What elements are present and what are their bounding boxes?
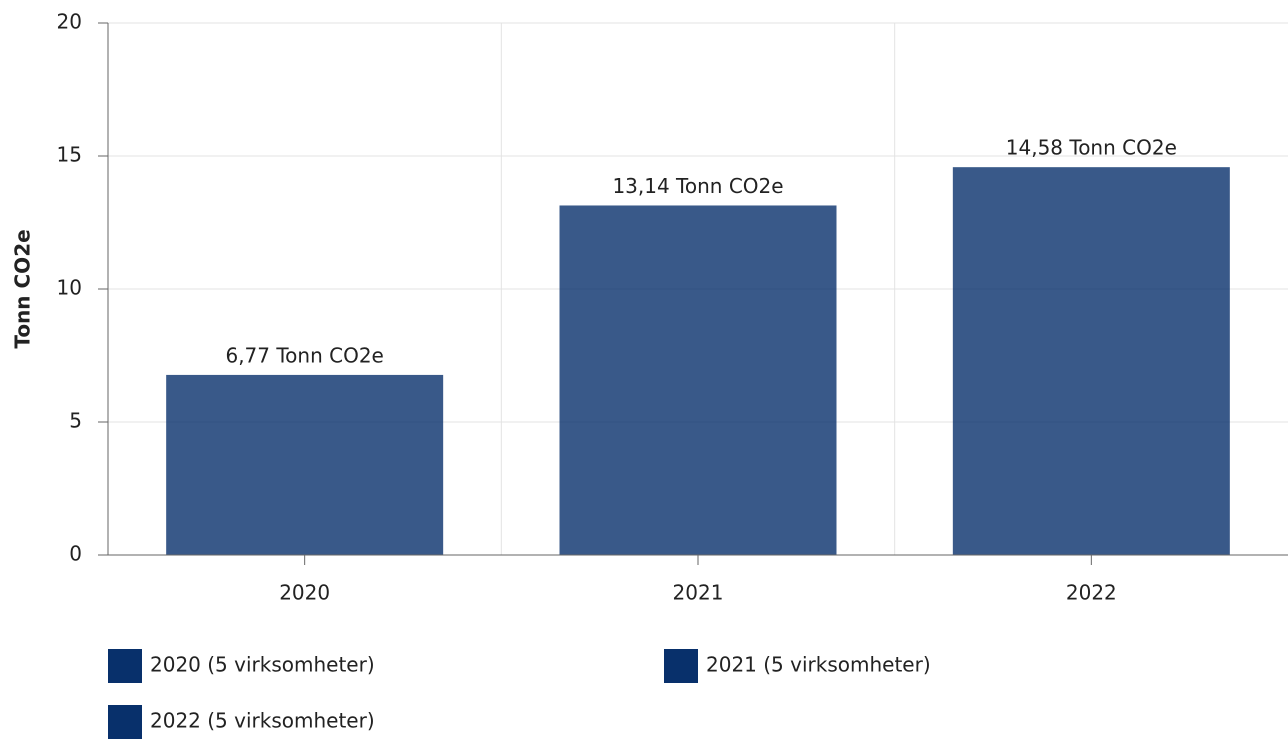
y-tick-label: 20 <box>57 10 82 34</box>
value-label: 13,14 Tonn CO2e <box>612 174 783 198</box>
y-axis-label: Tonn CO2e <box>11 229 35 348</box>
legend-swatch <box>108 649 142 683</box>
legend-label: 2020 (5 virksomheter) <box>150 653 375 677</box>
bar <box>166 374 444 555</box>
y-tick-label: 5 <box>69 409 82 433</box>
y-tick-label: 15 <box>57 143 82 167</box>
bar <box>559 205 837 555</box>
x-tick-label: 2022 <box>1066 581 1117 605</box>
bar <box>952 167 1230 555</box>
legend-swatch <box>108 705 142 739</box>
legend-swatch <box>664 649 698 683</box>
y-tick-label: 0 <box>69 542 82 566</box>
x-tick-label: 2021 <box>673 581 724 605</box>
legend-label: 2021 (5 virksomheter) <box>706 653 931 677</box>
legend-label: 2022 (5 virksomheter) <box>150 709 375 733</box>
y-tick-label: 10 <box>57 276 82 300</box>
x-tick-label: 2020 <box>279 581 330 605</box>
value-label: 6,77 Tonn CO2e <box>225 343 383 367</box>
value-label: 14,58 Tonn CO2e <box>1006 136 1177 160</box>
